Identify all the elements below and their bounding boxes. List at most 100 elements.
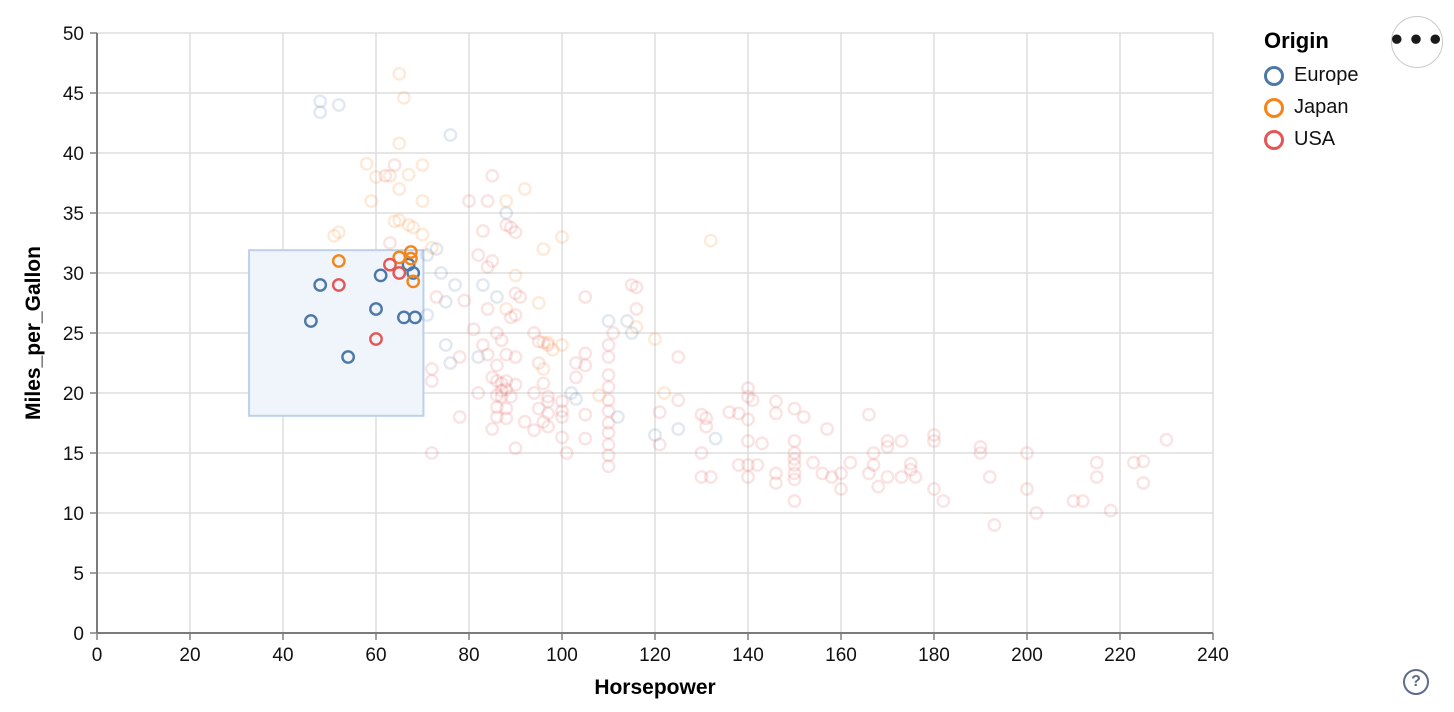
data-point <box>373 268 388 283</box>
data-point <box>624 278 639 292</box>
data-point <box>392 213 407 228</box>
data-point <box>401 167 416 182</box>
x-tick-label: 160 <box>825 645 857 666</box>
data-point <box>480 302 495 316</box>
data-point <box>517 182 532 196</box>
x-tick-label: 0 <box>92 645 103 666</box>
data-point <box>531 356 546 370</box>
data-point <box>429 242 444 256</box>
data-point <box>485 254 500 268</box>
data-point <box>1103 503 1118 518</box>
data-point <box>513 290 528 304</box>
data-point <box>787 494 802 508</box>
data-point <box>424 446 439 460</box>
data-point <box>392 266 407 280</box>
data-point <box>629 320 644 334</box>
data-point <box>652 405 667 420</box>
data-point <box>415 227 430 242</box>
x-tick-label: 20 <box>179 645 200 666</box>
data-point <box>880 470 895 484</box>
data-point <box>982 470 997 484</box>
legend-label: USA <box>1294 128 1336 150</box>
data-point <box>489 388 504 403</box>
data-point <box>541 406 555 421</box>
data-point <box>671 422 686 436</box>
data-point <box>387 214 402 229</box>
data-point <box>541 335 555 350</box>
data-point <box>438 294 453 309</box>
data-point <box>494 376 509 391</box>
data-point <box>383 236 397 250</box>
data-point <box>331 254 346 268</box>
data-point <box>787 401 802 416</box>
x-tick-label: 40 <box>272 645 293 666</box>
data-point <box>862 407 876 422</box>
data-point <box>541 394 555 409</box>
data-point <box>401 218 416 232</box>
data-point <box>527 386 541 400</box>
data-point <box>927 434 941 448</box>
data-point <box>536 335 551 350</box>
options-menu-button[interactable]: ••• <box>1388 16 1444 68</box>
data-point <box>503 389 518 404</box>
data-point <box>476 278 490 292</box>
data-point <box>476 338 490 352</box>
data-point <box>383 257 397 272</box>
data-point <box>403 245 418 259</box>
data-point <box>880 440 895 454</box>
data-point <box>755 436 769 451</box>
data-point <box>769 406 783 421</box>
data-point <box>601 416 616 430</box>
y-tick-label: 5 <box>73 564 84 585</box>
y-tick-label: 35 <box>63 204 84 225</box>
data-point <box>364 194 379 208</box>
data-point <box>657 386 672 400</box>
data-point <box>499 206 514 220</box>
data-point <box>820 422 834 436</box>
data-point <box>731 458 746 472</box>
data-point <box>1159 432 1174 447</box>
data-point <box>494 389 509 404</box>
data-point <box>331 278 346 292</box>
brush-selection[interactable] <box>248 249 425 417</box>
data-point <box>1136 454 1151 469</box>
data-point <box>327 228 342 243</box>
data-point <box>648 428 662 442</box>
data-point <box>480 194 495 208</box>
data-point <box>471 350 486 364</box>
data-point <box>392 136 407 151</box>
data-point <box>894 470 909 484</box>
data-point <box>815 466 830 481</box>
data-point <box>383 168 397 183</box>
data-point <box>741 434 755 448</box>
data-point <box>489 374 504 388</box>
data-point <box>606 326 621 340</box>
data-point <box>471 386 486 400</box>
data-point <box>536 376 551 391</box>
data-point <box>415 194 430 208</box>
data-point <box>499 194 514 208</box>
data-point <box>862 466 876 481</box>
y-tick-label: 20 <box>63 384 84 405</box>
data-point <box>555 404 569 418</box>
help-icon[interactable]: ? <box>1403 669 1429 695</box>
x-tick-label: 180 <box>918 645 950 666</box>
data-point <box>555 394 569 409</box>
data-point <box>769 394 783 409</box>
data-point <box>601 368 616 382</box>
data-point <box>406 220 421 235</box>
y-tick-label: 50 <box>63 24 84 45</box>
data-point <box>806 455 820 470</box>
data-point <box>703 470 718 484</box>
y-tick-label: 40 <box>63 144 84 165</box>
data-point <box>601 425 616 440</box>
data-point <box>601 314 616 328</box>
data-point <box>378 168 393 183</box>
legend-item-japan: Japan <box>1264 96 1434 119</box>
x-tick-label: 240 <box>1197 645 1229 666</box>
data-point <box>569 392 583 406</box>
x-tick-label: 120 <box>639 645 671 666</box>
data-point <box>731 406 746 421</box>
data-point <box>457 293 472 308</box>
